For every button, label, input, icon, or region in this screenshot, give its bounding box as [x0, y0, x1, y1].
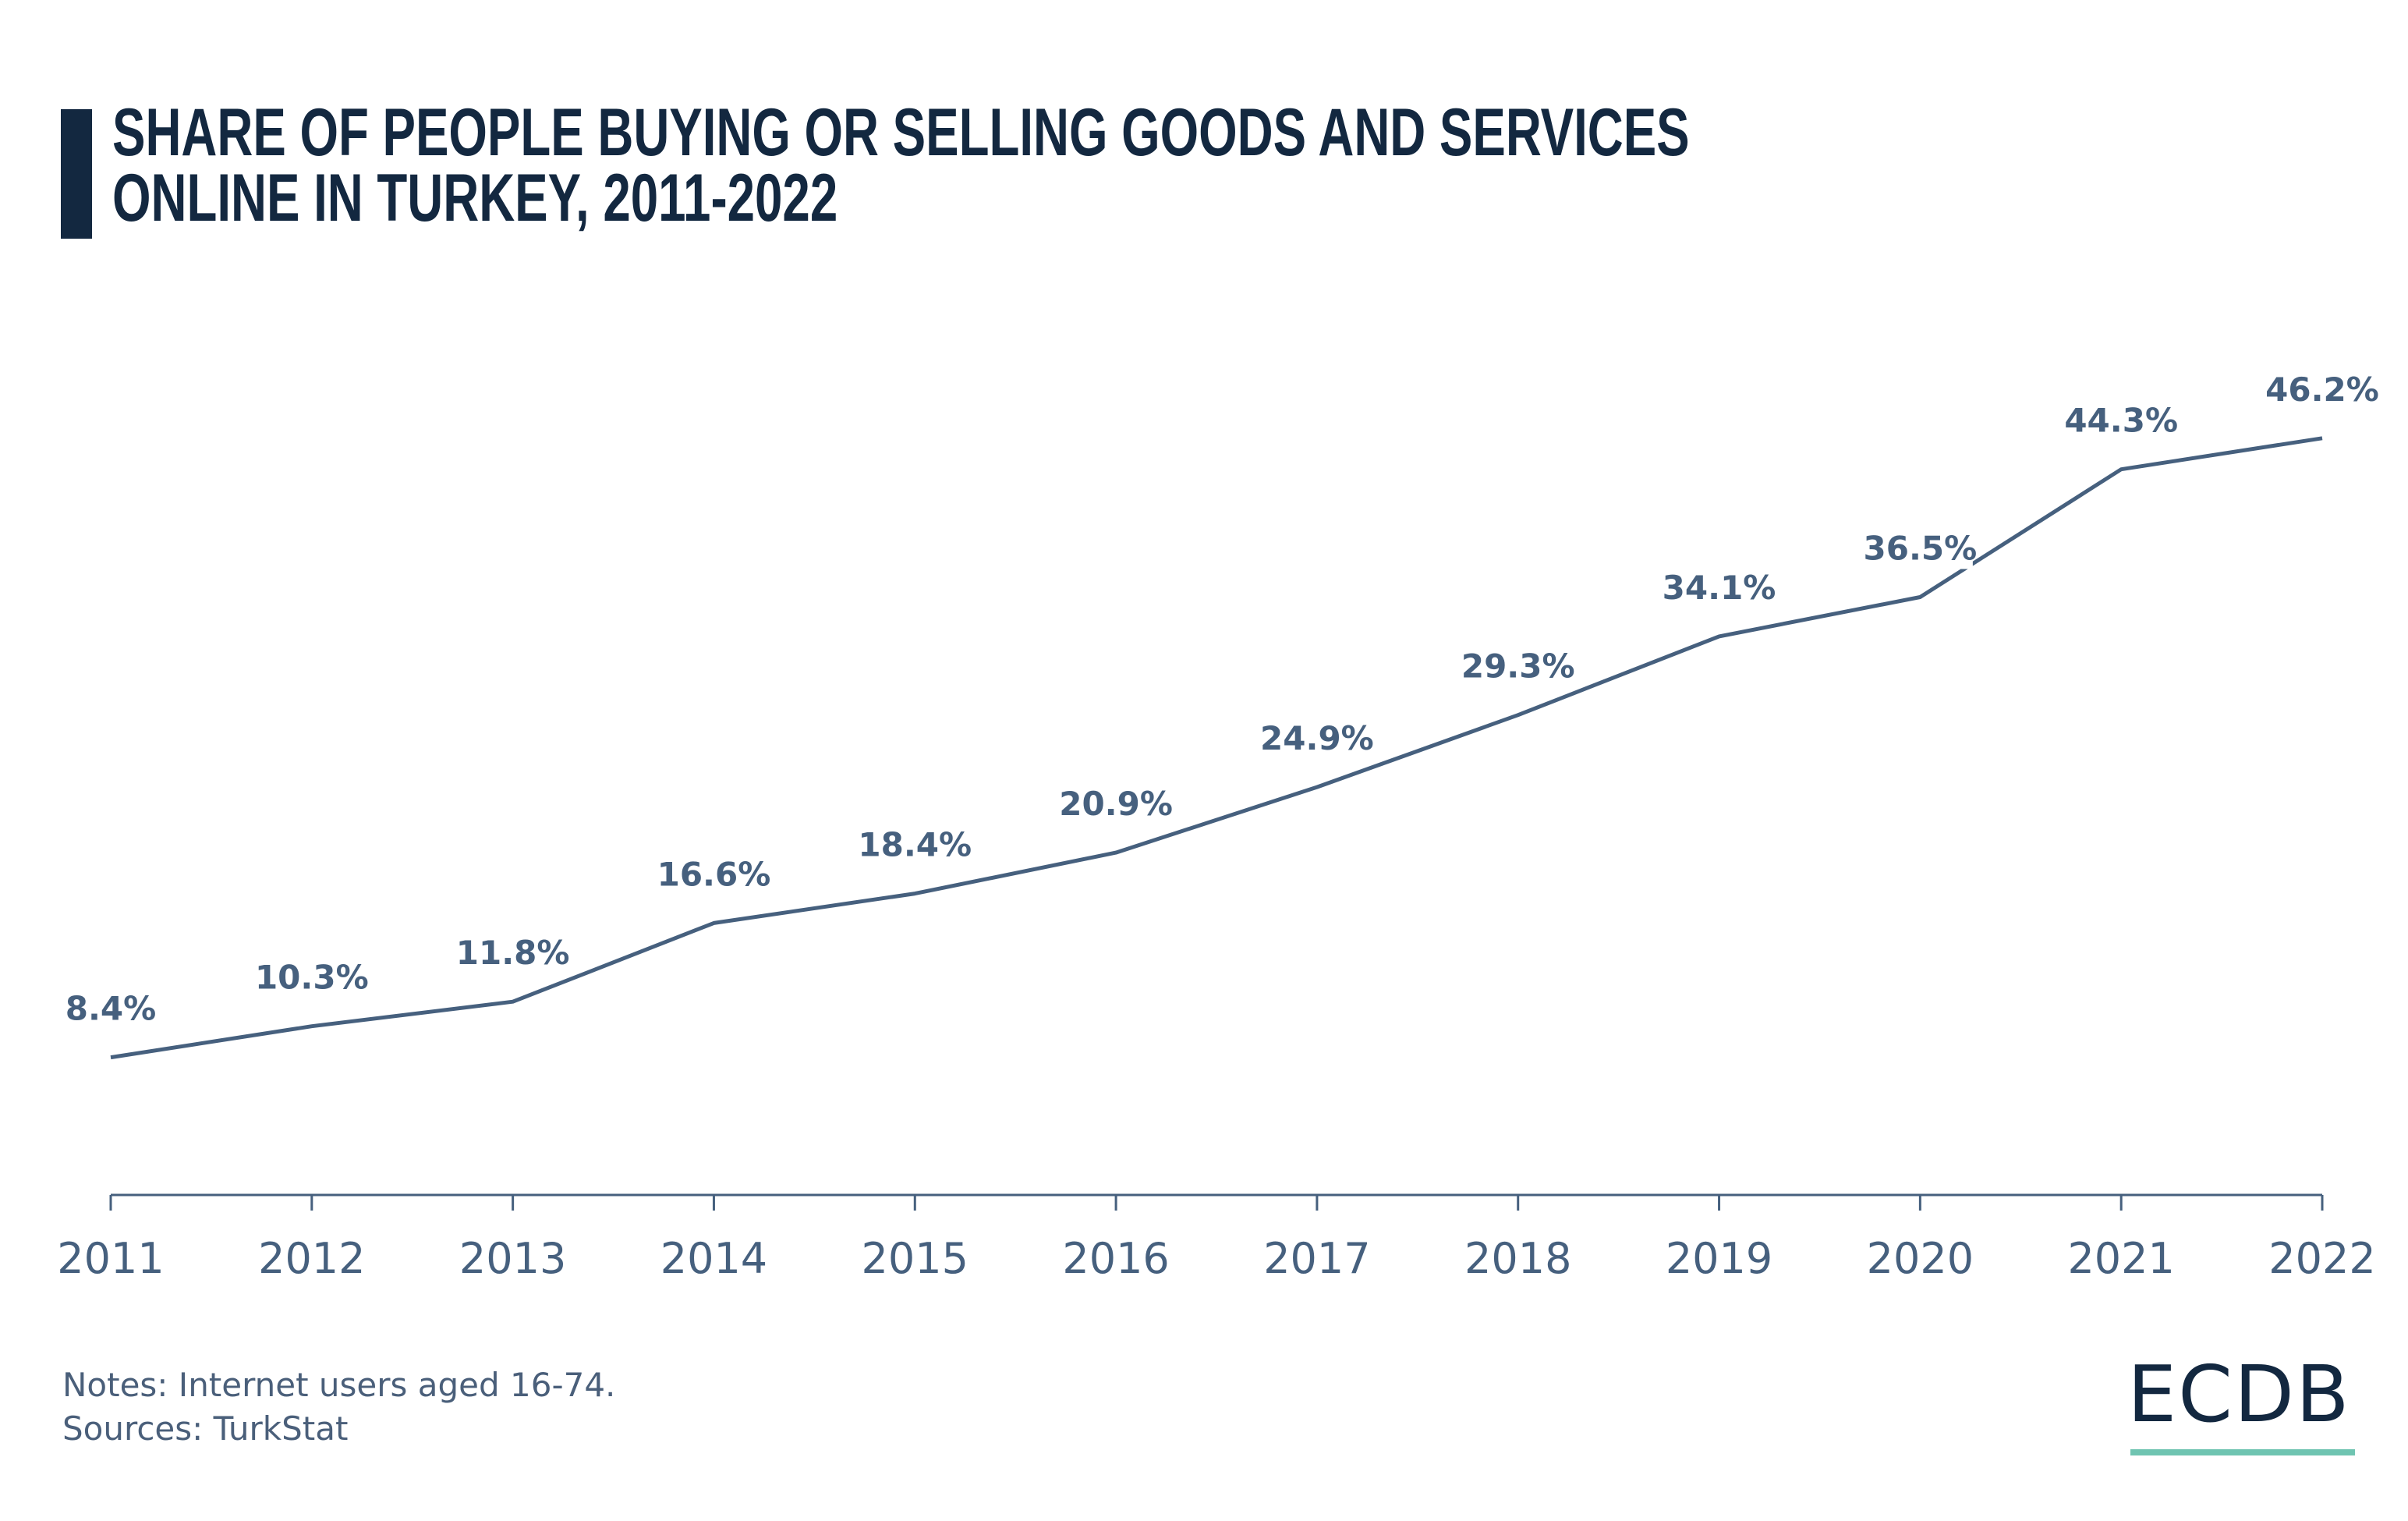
data-label: 8.4%: [66, 990, 156, 1028]
x-tick-label: 2011: [57, 1234, 164, 1283]
title-accent-bar: [61, 109, 92, 239]
data-label: 18.4%: [858, 826, 972, 864]
data-label-background: [1063, 781, 1169, 825]
data-label: 16.6%: [657, 855, 771, 893]
data-label-background: [2068, 397, 2174, 441]
series-line: [110, 436, 2323, 1060]
data-label-background: [68, 985, 154, 1030]
footnotes: Notes: Internet users aged 16-74. Source…: [62, 1363, 615, 1451]
x-tick-label: 2014: [660, 1234, 767, 1283]
data-label: 24.9%: [1260, 719, 1374, 757]
data-label: 34.1%: [1663, 569, 1776, 607]
title-line-2: ONLINE IN TURKEY, 2011-2022: [112, 161, 838, 236]
data-label-background: [460, 930, 566, 974]
ecdb-logo: ECDB: [2127, 1349, 2351, 1440]
x-tick-label: 2019: [1666, 1234, 1772, 1283]
data-label-background: [1666, 564, 1772, 608]
data-label: 10.3%: [255, 959, 369, 997]
x-tick-label: 2012: [258, 1234, 365, 1283]
data-label: 46.2%: [2265, 370, 2379, 409]
x-tick-label: 2018: [1464, 1234, 1571, 1283]
x-tick-label: 2021: [2067, 1234, 2174, 1283]
x-tick-label: 2016: [1062, 1234, 1169, 1283]
x-tick-label: 2022: [2268, 1234, 2375, 1283]
notes-text: Notes: Internet users aged 16-74.: [62, 1366, 616, 1404]
x-tick-label: 2013: [459, 1234, 566, 1283]
data-label-background: [1465, 643, 1571, 687]
data-label-background: [259, 954, 365, 998]
data-label-background: [2269, 366, 2375, 410]
x-tick-label: 2020: [1867, 1234, 1974, 1283]
data-label-background: [1867, 525, 1973, 569]
data-label-background: [1264, 715, 1370, 760]
x-tick-label: 2017: [1263, 1234, 1370, 1283]
data-label: 29.3%: [1461, 647, 1575, 686]
data-label-background: [862, 821, 968, 866]
sources-text: Sources: TurkStat: [62, 1409, 349, 1448]
chart-title: SHARE OF PEOPLE BUYING OR SELLING GOODS …: [112, 95, 1690, 236]
x-tick-label: 2015: [862, 1234, 969, 1283]
logo-underline: [2130, 1449, 2355, 1455]
data-label: 36.5%: [1864, 530, 1978, 568]
data-label: 20.9%: [1059, 785, 1173, 823]
title-line-1: SHARE OF PEOPLE BUYING OR SELLING GOODS …: [112, 95, 1690, 170]
data-label: 11.8%: [456, 934, 570, 972]
data-label: 44.3%: [2064, 402, 2178, 440]
data-label-background: [660, 851, 767, 895]
